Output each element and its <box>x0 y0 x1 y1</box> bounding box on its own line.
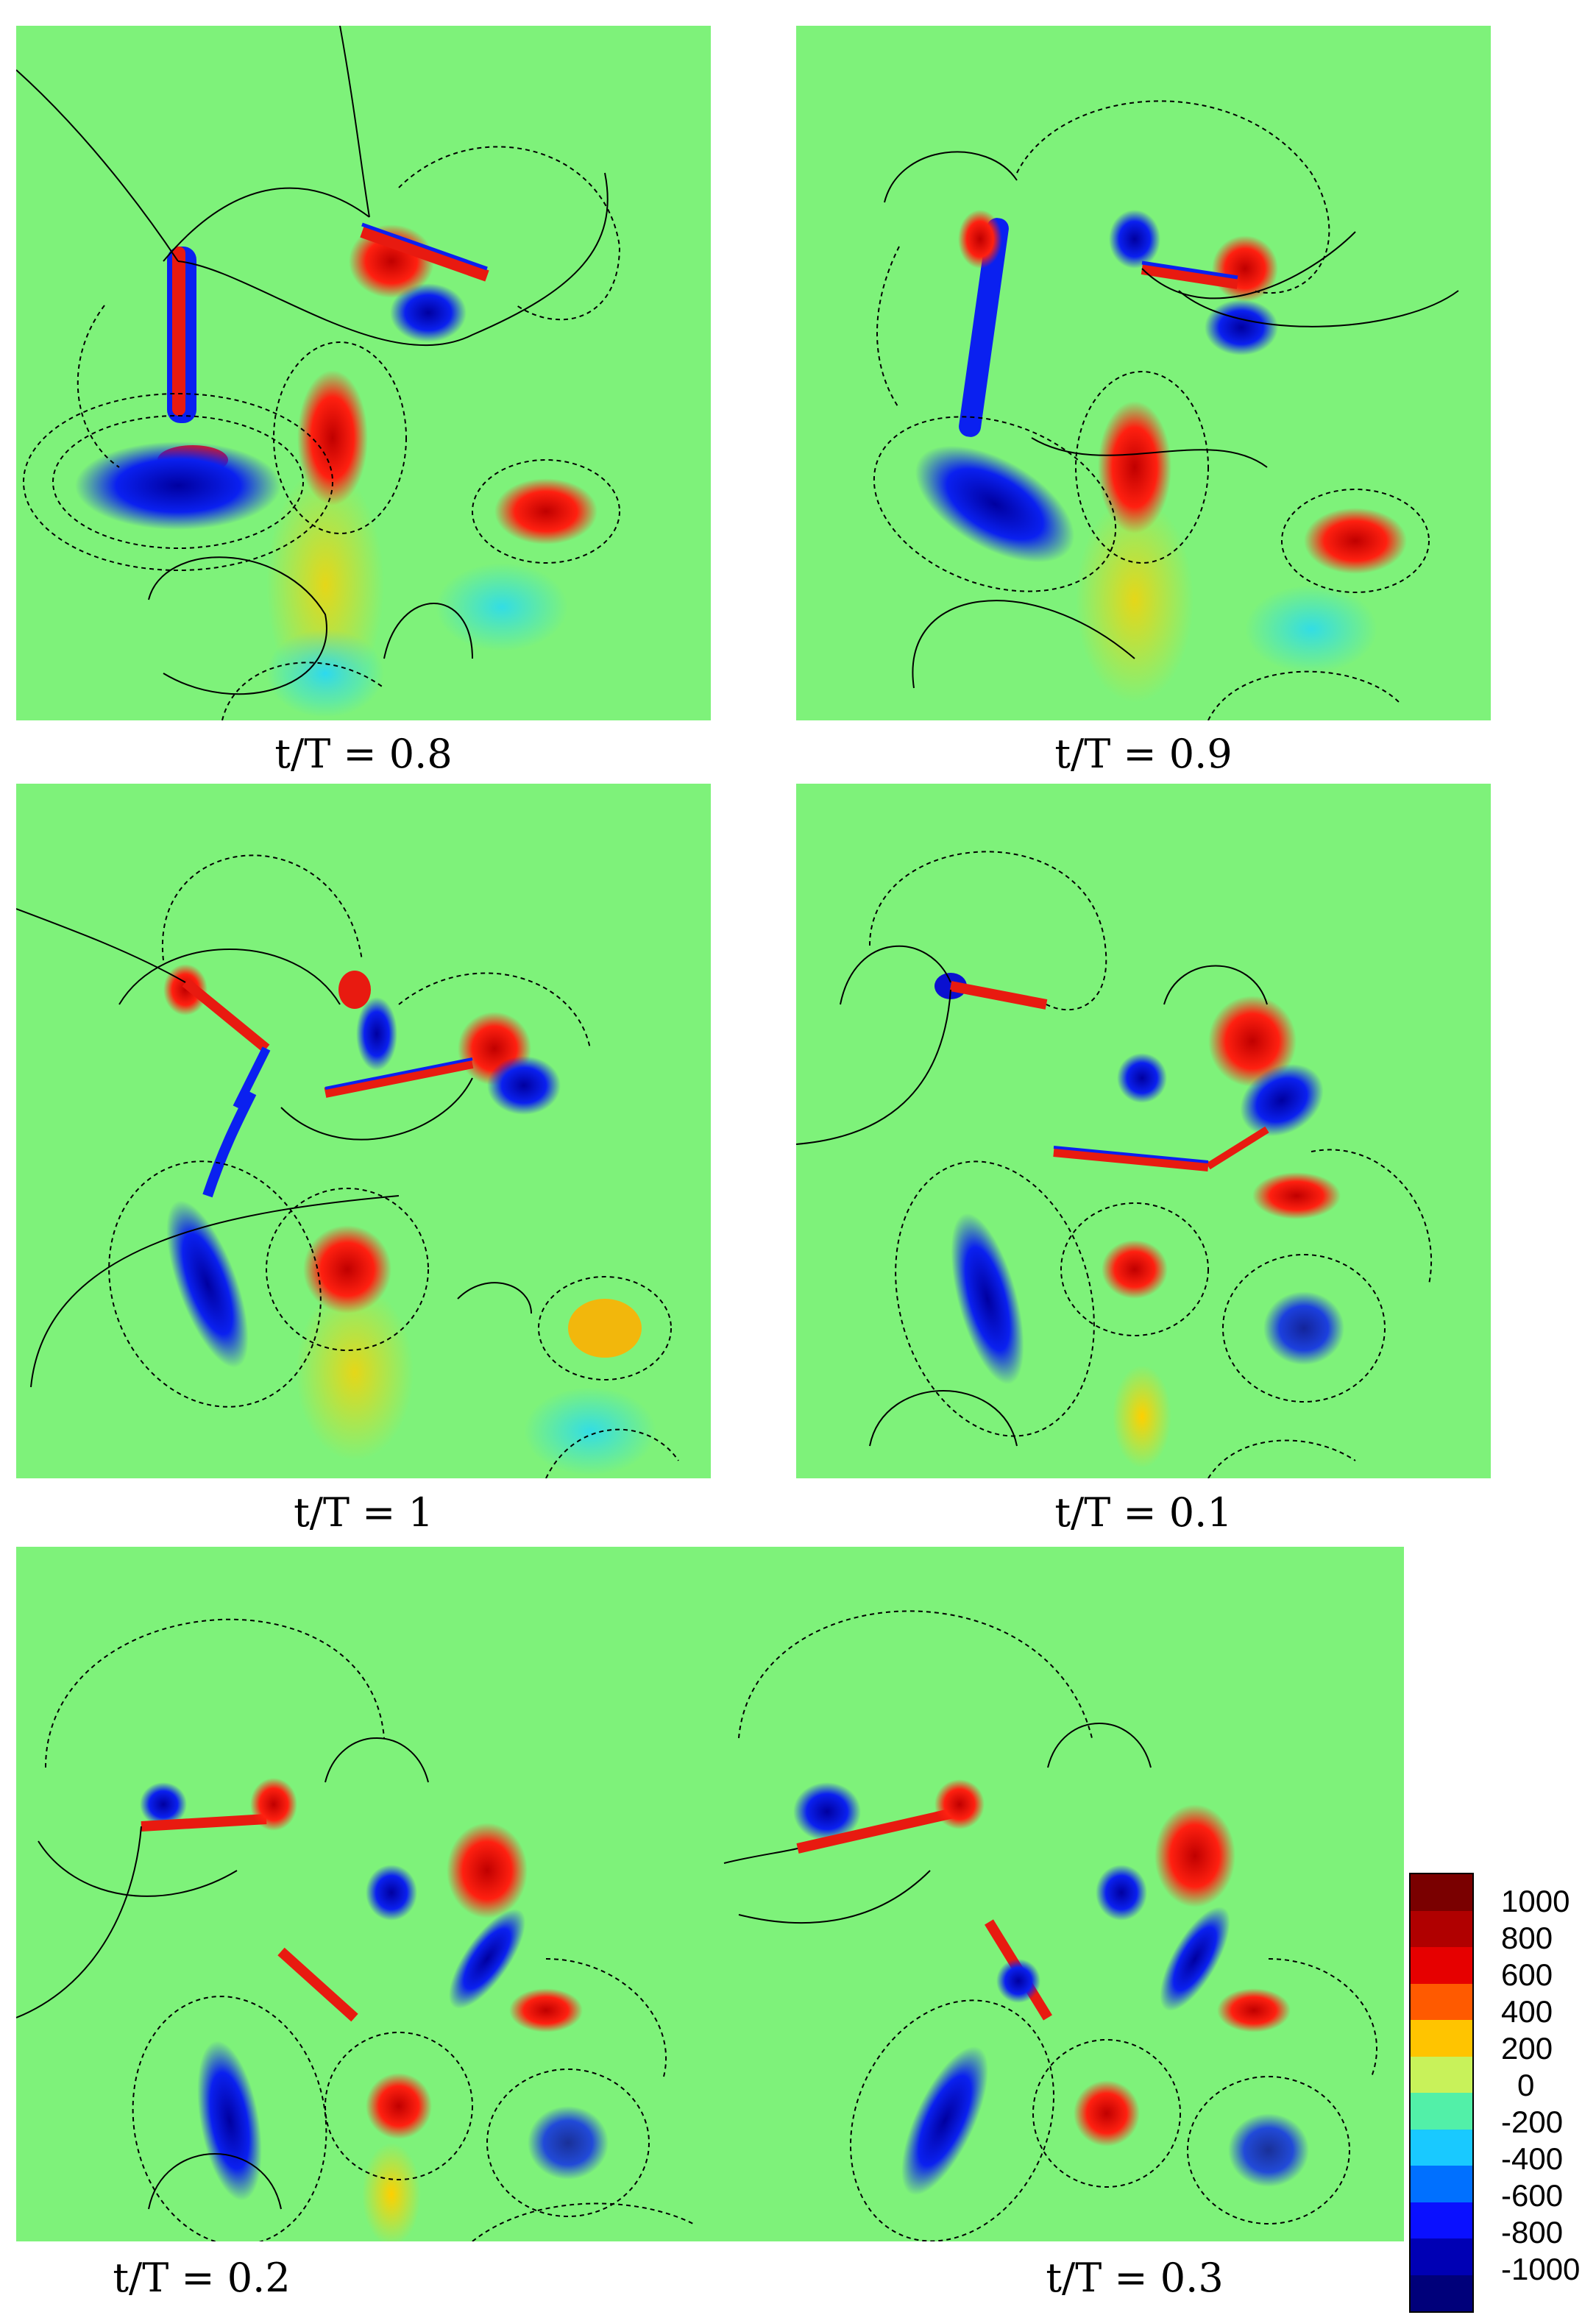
field-panel-6 <box>709 1547 1404 2241</box>
colorbar-cell <box>1411 2202 1472 2238</box>
colorbar-cell <box>1411 1874 1472 1911</box>
vorticity-field-6 <box>723 1610 1377 2241</box>
colorbar-labels: 1000 800 600 400 200 0 -200 -400 -600 -8… <box>1501 1884 1593 2293</box>
colorbar-label: -600 <box>1501 2178 1564 2213</box>
panel-caption-4: t/T = 0.1 <box>1054 1489 1233 1536</box>
panel-caption-5: t/T = 0.2 <box>113 2255 291 2301</box>
colorbar-cell <box>1411 2275 1472 2311</box>
colorbar-label: -800 <box>1501 2215 1564 2250</box>
colorbar-label: 1000 <box>1501 1884 1570 1918</box>
field-panel-5 <box>16 1547 711 2241</box>
field-panel-4 <box>796 784 1491 1478</box>
colorbar-cell <box>1411 1983 1472 2020</box>
panel-caption-2: t/T = 0.9 <box>1054 731 1233 777</box>
vorticity-field-2 <box>873 100 1459 720</box>
vorticity-field-3 <box>16 854 679 1478</box>
colorbar-label: 800 <box>1501 1921 1553 1955</box>
colorbar-cell <box>1411 1910 1472 1947</box>
colorbar-label: -1000 <box>1501 2252 1581 2286</box>
colorbar <box>1409 1873 1474 2313</box>
vorticity-field-1 <box>16 26 621 720</box>
colorbar-cell <box>1411 2020 1472 2057</box>
colorbar-cell <box>1411 2166 1472 2202</box>
vorticity-field-4 <box>796 851 1433 1478</box>
colorbar-label: 400 <box>1501 1994 1553 2029</box>
colorbar-cell <box>1411 2129 1472 2166</box>
colorbar-label: 200 <box>1501 2031 1553 2066</box>
colorbar-label: 600 <box>1501 1957 1553 1992</box>
panel-caption-1: t/T = 0.8 <box>274 731 453 777</box>
colorbar-label: -400 <box>1501 2141 1564 2176</box>
field-panel-1 <box>16 26 711 720</box>
colorbar-cell <box>1411 1947 1472 1984</box>
colorbar-label: 0 <box>1517 2068 1535 2102</box>
colorbar-cell <box>1411 2056 1472 2093</box>
vorticity-field-5 <box>16 1618 694 2241</box>
colorbar-cell <box>1411 2238 1472 2275</box>
panel-caption-6: t/T = 0.3 <box>1046 2255 1224 2301</box>
colorbar-cell <box>1411 2093 1472 2130</box>
colorbar-label: -200 <box>1501 2105 1564 2139</box>
field-panel-2 <box>796 26 1491 720</box>
panel-caption-3: t/T = 1 <box>294 1489 433 1536</box>
field-panel-3 <box>16 784 711 1478</box>
